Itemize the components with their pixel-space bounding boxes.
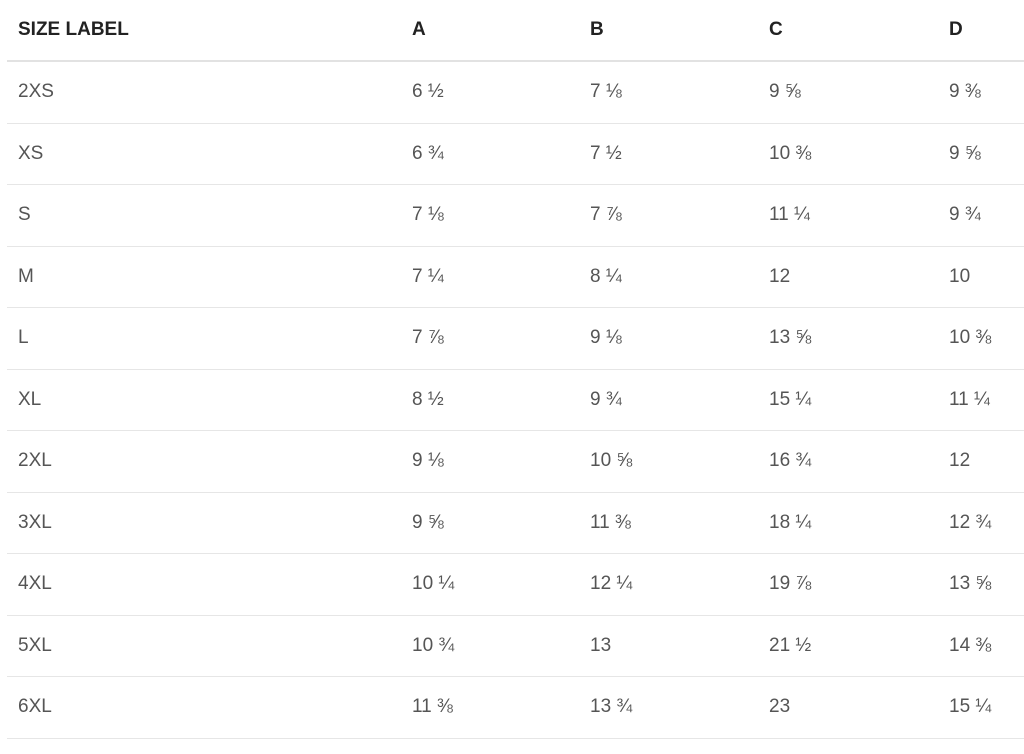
measure-cell: 8 ¼ [579,246,758,308]
size-label-cell: 6XL [7,676,401,739]
header-cell: C [758,0,938,62]
measure-cell: 13 ¾ [579,676,758,739]
size-label-cell: L [7,307,401,370]
size-label-cell: 4XL [7,553,401,616]
measure-cell: 15 ¼ [938,676,1024,739]
measure-cell: 21 ½ [758,615,938,677]
header-cell: B [579,0,758,62]
measure-cell: 7 ¼ [401,246,579,308]
measure-cell: 23 [758,676,938,739]
measure-cell: 10 ¼ [401,553,579,616]
measure-cell: 13 ⅝ [938,553,1024,616]
size-label-cell: 5XL [7,615,401,677]
table-row: 2XL 9 ⅛ 10 ⅝ 16 ¾ 12 [7,430,1024,493]
measure-cell: 11 ⅜ [579,492,758,554]
measure-cell: 8 ½ [401,369,579,431]
table-row: 6XL 11 ⅜ 13 ¾ 23 15 ¼ [7,676,1024,739]
measure-cell: 7 ½ [579,123,758,185]
measure-cell: 15 ¼ [758,369,938,431]
measure-cell: 9 ⅝ [938,123,1024,185]
measure-cell: 12 ¼ [579,553,758,616]
size-label-cell: XL [7,369,401,431]
measure-cell: 13 [579,615,758,677]
measure-cell: 18 ¼ [758,492,938,554]
table-row: 3XL 9 ⅝ 11 ⅜ 18 ¼ 12 ¾ [7,492,1024,554]
measure-cell: 9 ⅝ [758,61,938,124]
measure-cell: 10 ¾ [401,615,579,677]
measure-cell: 7 ⅛ [579,61,758,124]
measure-cell: 11 ⅜ [401,676,579,739]
measure-cell: 12 [758,246,938,308]
size-label-cell: M [7,246,401,308]
table-row: 5XL 10 ¾ 13 21 ½ 14 ⅜ [7,615,1024,677]
measure-cell: 9 ¾ [938,184,1024,247]
measure-cell: 9 ⅛ [579,307,758,370]
header-row: SIZE LABEL A B C D [7,0,1024,62]
measure-cell: 16 ¾ [758,430,938,493]
measure-cell: 6 ½ [401,61,579,124]
size-label-cell: 2XS [7,61,401,124]
size-label-cell: S [7,184,401,247]
measure-cell: 10 ⅝ [579,430,758,493]
size-label-cell: XS [7,123,401,185]
measure-cell: 11 ¼ [758,184,938,247]
measure-cell: 9 ⅝ [401,492,579,554]
size-label-cell: 2XL [7,430,401,493]
measure-cell: 10 ⅜ [758,123,938,185]
measure-cell: 19 ⅞ [758,553,938,616]
measure-cell: 13 ⅝ [758,307,938,370]
measure-cell: 7 ⅞ [401,307,579,370]
measure-cell: 9 ⅜ [938,61,1024,124]
measure-cell: 12 [938,430,1024,493]
measure-cell: 10 ⅜ [938,307,1024,370]
measure-cell: 12 ¾ [938,492,1024,554]
header-cell: D [938,0,1024,62]
table-header: SIZE LABEL A B C D [7,0,1024,62]
table-row: 4XL 10 ¼ 12 ¼ 19 ⅞ 13 ⅝ [7,553,1024,616]
measure-cell: 10 [938,246,1024,308]
measure-cell: 14 ⅜ [938,615,1024,677]
measure-cell: 7 ⅛ [401,184,579,247]
measure-cell: 7 ⅞ [579,184,758,247]
measure-cell: 9 ⅛ [401,430,579,493]
measure-cell: 9 ¾ [579,369,758,431]
measure-cell: 6 ¾ [401,123,579,185]
header-cell: A [401,0,579,62]
size-label-cell: 3XL [7,492,401,554]
measure-cell: 11 ¼ [938,369,1024,431]
header-cell: SIZE LABEL [7,0,401,62]
